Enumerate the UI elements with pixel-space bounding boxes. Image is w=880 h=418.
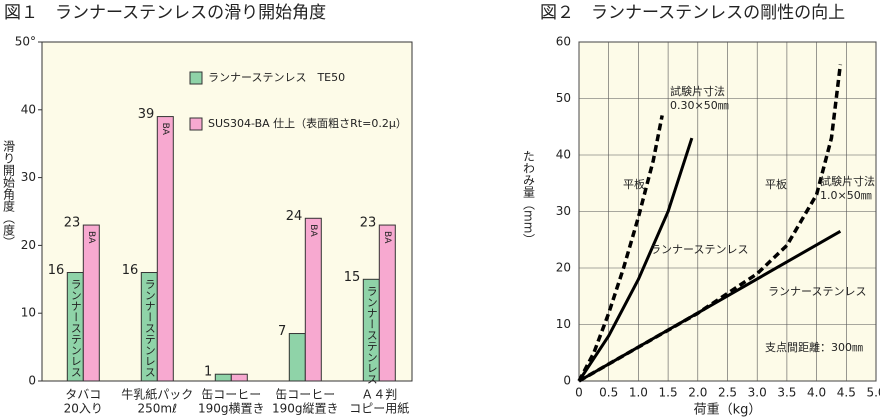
y-tick-label: 10 xyxy=(556,317,571,331)
bar xyxy=(378,224,396,382)
x-tick-label: 2.5 xyxy=(718,386,737,400)
y-tick-label: 20 xyxy=(21,238,36,252)
value-label: 39 xyxy=(138,107,155,122)
bar xyxy=(82,224,100,382)
y-axis-label: たわみ量（mm） xyxy=(522,150,536,246)
x-tick-label: 20入り xyxy=(64,402,103,416)
value-label: 1 xyxy=(204,365,212,380)
x-tick-label: 2.0 xyxy=(688,386,707,400)
value-label: 24 xyxy=(286,209,303,224)
chart-title: 図１ ランナーステンレスの滑り開始角度 xyxy=(4,3,326,23)
line xyxy=(577,137,694,382)
legend-label: SUS304-BA 仕上（表面粗さRt=0.2μ） xyxy=(208,116,407,130)
value-label: 23 xyxy=(64,216,81,231)
bar xyxy=(156,116,174,382)
y-tick-label: 60 xyxy=(556,35,571,49)
x-tick-label: 缶コーヒー xyxy=(201,388,261,402)
x-tick-label: 1.5 xyxy=(659,386,678,400)
y-tick-label: 0 xyxy=(563,374,571,388)
x-tick-label: 3.5 xyxy=(777,386,796,400)
bar-inner-label: ランナーステンレス xyxy=(69,279,82,378)
x-tick-label: 缶コーヒー xyxy=(275,388,335,402)
x-axis-label: 荷重（kg） xyxy=(694,402,762,418)
bar xyxy=(304,217,322,382)
x-tick-label: 250mℓ xyxy=(138,402,178,416)
y-axis-label: 滑り開始角度（度） xyxy=(2,140,16,248)
x-tick-label: 3.0 xyxy=(748,386,767,400)
y-tick-label: 10 xyxy=(21,306,36,320)
x-tick-label: 4.0 xyxy=(807,386,826,400)
x-tick-label: Ａ４判 xyxy=(361,388,397,402)
legend-label: ランナーステンレス TE50 xyxy=(208,71,345,84)
bar-inner-label: BA xyxy=(308,224,318,237)
y-tick-label: 40 xyxy=(21,102,36,116)
value-label: 23 xyxy=(360,216,377,231)
series-label: ランナーステンレス xyxy=(650,243,748,256)
y-tick-label: 30 xyxy=(556,204,571,218)
legend-swatch xyxy=(189,71,203,85)
value-label: 16 xyxy=(48,263,65,278)
annotation: 支点間距離：300㎜ xyxy=(765,340,863,354)
bar-inner-label: ランナーステンレス xyxy=(143,279,156,378)
x-tick-label: 0.5 xyxy=(599,386,618,400)
plot-area xyxy=(41,41,413,382)
bar-inner-label: BA xyxy=(86,231,96,244)
line xyxy=(578,229,842,383)
x-tick-label: タバコ xyxy=(65,388,101,402)
annotation: 0.30×50㎜ xyxy=(670,99,729,112)
x-tick-label: コピー用紙 xyxy=(349,401,409,416)
x-tick-label: 4.5 xyxy=(837,386,856,400)
series-label: 平板 xyxy=(765,177,787,191)
chart-title: 図２ ランナーステンレスの剛性の向上 xyxy=(540,3,845,23)
value-label: 16 xyxy=(122,263,139,278)
value-label: 7 xyxy=(278,324,286,339)
bar xyxy=(230,373,248,382)
legend-swatch xyxy=(189,117,203,131)
bar-inner-label: BA xyxy=(160,123,170,136)
bar xyxy=(214,373,232,382)
x-tick-label: 1.0 xyxy=(629,386,648,400)
series-label: ランナーステンレス xyxy=(768,285,866,298)
y-tick-label: 50° xyxy=(15,35,36,49)
annotation: 1.0×50㎜ xyxy=(820,189,872,202)
value-label: 15 xyxy=(344,270,361,285)
bar-inner-label: ランナーステンレス xyxy=(365,285,378,384)
bar-inner-label: BA xyxy=(382,231,392,244)
annotation: 試験片寸法 xyxy=(820,174,875,188)
x-tick-label: 190g横置き xyxy=(198,402,265,416)
x-tick-label: 0 xyxy=(575,386,583,400)
y-tick-label: 30 xyxy=(21,170,36,184)
y-tick-label: 20 xyxy=(556,261,571,275)
x-tick-label: 190g縦置き xyxy=(272,402,339,416)
y-tick-label: 0 xyxy=(28,374,36,388)
x-tick-label: 5.0 xyxy=(866,386,880,400)
y-tick-label: 50 xyxy=(556,91,571,105)
x-tick-label: 牛乳紙パック xyxy=(121,387,193,402)
series-label: 平板 xyxy=(623,177,645,191)
y-tick-label: 40 xyxy=(556,148,571,162)
line xyxy=(577,115,664,382)
annotation: 試験片寸法 xyxy=(670,84,725,98)
bar xyxy=(288,333,306,382)
